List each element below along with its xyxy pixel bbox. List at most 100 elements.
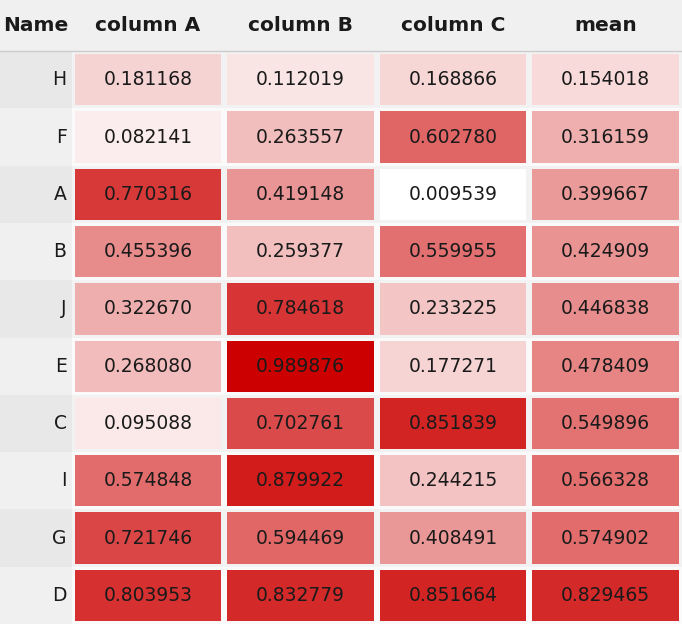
Text: J: J <box>61 300 67 318</box>
Text: 0.549896: 0.549896 <box>561 414 650 433</box>
Text: mean: mean <box>574 16 637 35</box>
Bar <box>72 567 224 624</box>
Bar <box>72 109 224 166</box>
Bar <box>74 398 221 449</box>
Text: 0.244215: 0.244215 <box>409 471 498 490</box>
Bar <box>0 51 72 109</box>
Text: 0.009539: 0.009539 <box>409 185 498 204</box>
Text: 0.851664: 0.851664 <box>409 586 498 605</box>
Bar <box>227 570 374 621</box>
Text: 0.574848: 0.574848 <box>103 471 192 490</box>
Text: 0.268080: 0.268080 <box>104 357 192 376</box>
Text: 0.455396: 0.455396 <box>104 242 192 261</box>
Text: A: A <box>54 185 67 204</box>
Text: 0.832779: 0.832779 <box>256 586 345 605</box>
Text: 0.879922: 0.879922 <box>256 471 345 490</box>
Bar <box>380 283 527 334</box>
Bar <box>376 280 529 338</box>
Text: F: F <box>56 127 67 147</box>
Bar <box>0 395 72 452</box>
Text: 0.784618: 0.784618 <box>256 300 345 318</box>
Text: 0.181168: 0.181168 <box>104 71 192 89</box>
Bar <box>380 570 527 621</box>
Bar <box>227 512 374 563</box>
Bar <box>380 54 527 105</box>
Text: 0.082141: 0.082141 <box>104 127 192 147</box>
Bar <box>533 341 679 392</box>
Bar <box>380 455 527 507</box>
Bar <box>224 223 376 280</box>
Text: 0.177271: 0.177271 <box>409 357 498 376</box>
Bar <box>533 512 679 563</box>
Bar <box>72 280 224 338</box>
Bar <box>0 509 72 567</box>
Bar <box>74 112 221 163</box>
Text: 0.233225: 0.233225 <box>409 300 498 318</box>
Bar <box>376 223 529 280</box>
Bar <box>533 112 679 163</box>
Bar <box>376 567 529 624</box>
Bar <box>227 54 374 105</box>
Bar <box>533 570 679 621</box>
Bar <box>227 226 374 277</box>
Bar <box>74 512 221 563</box>
Bar <box>224 166 376 223</box>
Text: 0.602780: 0.602780 <box>409 127 498 147</box>
Bar <box>224 452 376 509</box>
Bar <box>529 109 682 166</box>
Bar <box>529 395 682 452</box>
Text: Name: Name <box>3 16 68 35</box>
Text: 0.829465: 0.829465 <box>561 586 650 605</box>
Bar <box>376 109 529 166</box>
Text: 0.322670: 0.322670 <box>104 300 192 318</box>
Text: 0.478409: 0.478409 <box>561 357 651 376</box>
Bar <box>529 51 682 109</box>
Text: I: I <box>61 471 67 490</box>
Bar <box>529 166 682 223</box>
Bar <box>224 567 376 624</box>
Text: B: B <box>54 242 67 261</box>
Bar <box>227 455 374 507</box>
Text: 0.259377: 0.259377 <box>256 242 345 261</box>
Bar <box>529 280 682 338</box>
Bar <box>224 109 376 166</box>
Text: 0.446838: 0.446838 <box>561 300 651 318</box>
Bar <box>74 283 221 334</box>
Bar <box>74 54 221 105</box>
Bar <box>74 570 221 621</box>
Bar <box>376 166 529 223</box>
Bar <box>0 567 72 624</box>
Text: 0.851839: 0.851839 <box>409 414 498 433</box>
Text: G: G <box>52 529 67 548</box>
Text: 0.702761: 0.702761 <box>256 414 345 433</box>
Bar <box>72 166 224 223</box>
Bar <box>380 112 527 163</box>
Bar <box>0 452 72 509</box>
Bar <box>224 509 376 567</box>
Bar <box>380 168 527 220</box>
Bar <box>227 398 374 449</box>
Bar <box>74 226 221 277</box>
Text: E: E <box>55 357 67 376</box>
Bar <box>376 509 529 567</box>
Text: 0.419148: 0.419148 <box>256 185 345 204</box>
Text: column A: column A <box>95 16 201 35</box>
Bar <box>529 509 682 567</box>
Bar <box>533 226 679 277</box>
Bar <box>224 338 376 395</box>
Bar <box>533 455 679 507</box>
Bar <box>227 168 374 220</box>
Text: 0.574902: 0.574902 <box>561 529 650 548</box>
Bar <box>0 109 72 166</box>
Bar <box>227 341 374 392</box>
Bar <box>227 112 374 163</box>
Text: 0.316159: 0.316159 <box>561 127 650 147</box>
Bar <box>376 452 529 509</box>
Text: 0.594469: 0.594469 <box>256 529 345 548</box>
Text: 0.566328: 0.566328 <box>561 471 650 490</box>
Bar <box>72 338 224 395</box>
Bar <box>0 166 72 223</box>
Bar <box>376 395 529 452</box>
Text: 0.770316: 0.770316 <box>104 185 192 204</box>
Text: 0.803953: 0.803953 <box>104 586 192 605</box>
